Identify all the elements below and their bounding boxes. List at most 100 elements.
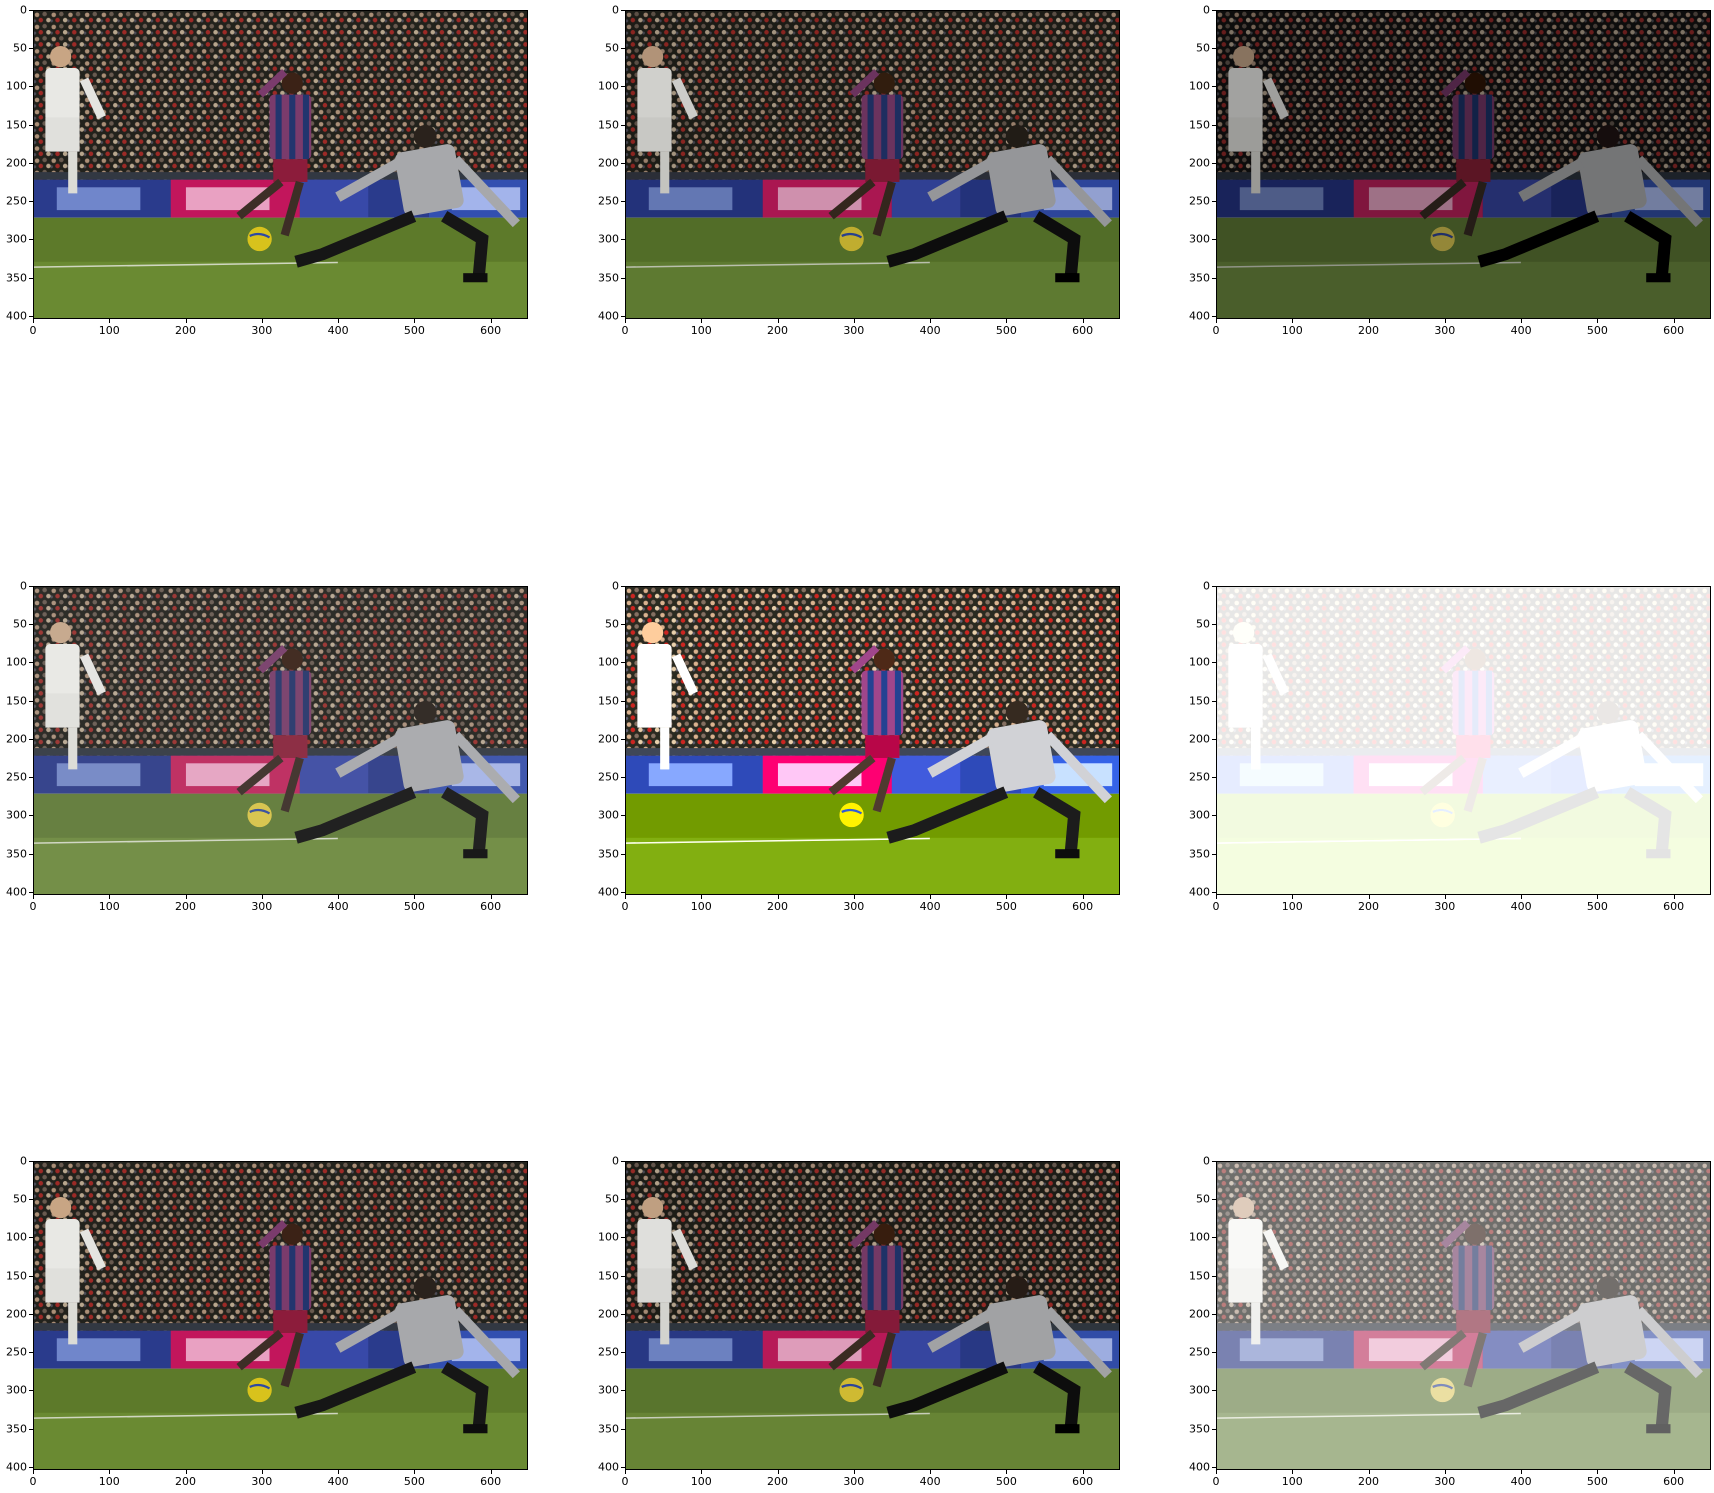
- y-tick-mark: [29, 1390, 33, 1392]
- axes-frame: [625, 10, 1120, 319]
- x-tick-label: 300: [1434, 1475, 1456, 1488]
- ball: [839, 802, 864, 828]
- y-tick-label: 150: [6, 118, 27, 132]
- y-tick-mark: [29, 1237, 33, 1239]
- x-tick-mark: [1597, 1470, 1599, 1474]
- ball: [247, 1377, 272, 1403]
- axes-frame: [1216, 1161, 1711, 1470]
- y-tick-label: 300: [1189, 232, 1210, 246]
- y-tick-label: 150: [6, 1269, 27, 1283]
- ball: [1430, 226, 1455, 252]
- player-center: [1419, 1220, 1495, 1388]
- ball: [1430, 1377, 1455, 1403]
- x-tick-label: 500: [995, 900, 1017, 913]
- y-tick-label: 250: [598, 770, 619, 784]
- panel-original: 0 100 200 300 400 500 600 0 50 100 150 200 250 300 350…: [0, 0, 560, 337]
- y-tick-label: 150: [1189, 118, 1210, 132]
- y-tick-mark: [29, 1313, 33, 1315]
- x-tick-mark: [109, 319, 111, 323]
- x-tick-label: 200: [1358, 324, 1380, 337]
- y-tick-mark: [621, 1352, 625, 1354]
- y-tick-mark: [1212, 1428, 1216, 1430]
- x-tick-mark: [185, 319, 187, 323]
- y-tick-mark: [29, 815, 33, 817]
- x-tick-mark: [185, 895, 187, 899]
- x-tick-mark: [33, 319, 34, 323]
- x-tick-label: 0: [29, 324, 37, 337]
- x-tick-mark: [1006, 319, 1008, 323]
- y-tick-label: 250: [1189, 194, 1210, 208]
- y-tick-label: 400: [598, 1460, 619, 1474]
- photo-copy-2: [626, 1162, 1119, 1469]
- y-tick-mark: [29, 853, 33, 855]
- y-tick-label: 400: [1189, 885, 1210, 899]
- x-tick-mark: [930, 1470, 932, 1474]
- axes-frame: [1216, 586, 1711, 895]
- y-tick-mark: [29, 239, 33, 241]
- x-tick-label: 500: [995, 1475, 1017, 1488]
- y-tick-mark: [621, 1313, 625, 1315]
- x-tick-label: 100: [98, 324, 120, 337]
- y-tick-mark: [621, 777, 625, 779]
- y-tick-label: 150: [598, 1269, 619, 1283]
- x-tick-label: 300: [251, 1475, 273, 1488]
- y-tick-label: 150: [598, 118, 619, 132]
- y-tick-label: 350: [598, 271, 619, 285]
- x-tick-mark: [261, 895, 263, 899]
- y-tick-label: 200: [598, 156, 619, 170]
- x-tick-label: 200: [767, 324, 789, 337]
- y-tick-mark: [621, 853, 625, 855]
- x-tick-mark: [1216, 1470, 1217, 1474]
- player-goalkeeper: [294, 700, 520, 859]
- y-tick-label: 200: [598, 732, 619, 746]
- x-tick-label: 300: [843, 324, 865, 337]
- x-tick-mark: [414, 895, 416, 899]
- y-tick-label: 200: [1189, 156, 1210, 170]
- x-tick-label: 200: [175, 900, 197, 913]
- y-tick-mark: [1212, 586, 1216, 587]
- player-left: [637, 621, 698, 770]
- photo-clipped: [1217, 587, 1710, 894]
- x-tick-mark: [490, 895, 492, 899]
- y-tick-label: 100: [1189, 79, 1210, 93]
- player-center: [236, 1220, 312, 1388]
- x-tick-mark: [1006, 1470, 1008, 1474]
- photo-copy-1: [34, 1162, 527, 1469]
- player-left: [637, 1196, 698, 1345]
- x-tick-label: 600: [480, 324, 502, 337]
- x-tick-mark: [261, 1470, 263, 1474]
- player-center: [828, 645, 904, 813]
- panel-hazy: 0 100 200 300 400 500 600 0 50 100 150 200 250 300 350…: [1183, 1151, 1714, 1488]
- axes-frame: [1216, 10, 1711, 319]
- x-tick-label: 0: [29, 900, 37, 913]
- y-tick-mark: [29, 124, 33, 126]
- y-tick-mark: [29, 1161, 33, 1162]
- photo-original: [34, 11, 527, 318]
- x-tick-label: 400: [327, 900, 349, 913]
- x-tick-mark: [701, 895, 703, 899]
- photo-overexposed: [626, 587, 1119, 894]
- y-tick-label: 0: [1203, 579, 1210, 593]
- y-tick-mark: [29, 86, 33, 88]
- y-tick-label: 100: [6, 1230, 27, 1244]
- y-tick-mark: [1212, 624, 1216, 626]
- y-tick-label: 100: [598, 79, 619, 93]
- y-tick-mark: [1212, 700, 1216, 702]
- x-tick-mark: [1216, 319, 1217, 323]
- y-tick-mark: [621, 815, 625, 817]
- y-tick-label: 350: [598, 1422, 619, 1436]
- x-tick-label: 400: [919, 1475, 941, 1488]
- x-tick-label: 400: [1510, 324, 1532, 337]
- y-tick-mark: [1212, 162, 1216, 164]
- x-tick-label: 400: [919, 324, 941, 337]
- y-tick-mark: [621, 162, 625, 164]
- y-tick-mark: [1212, 891, 1216, 893]
- y-tick-label: 100: [1189, 1230, 1210, 1244]
- y-tick-label: 0: [20, 579, 27, 593]
- y-tick-label: 200: [598, 1307, 619, 1321]
- y-tick-label: 150: [598, 694, 619, 708]
- x-tick-label: 500: [1586, 324, 1608, 337]
- x-tick-mark: [1292, 319, 1294, 323]
- x-tick-mark: [625, 1470, 626, 1474]
- x-tick-label: 400: [327, 324, 349, 337]
